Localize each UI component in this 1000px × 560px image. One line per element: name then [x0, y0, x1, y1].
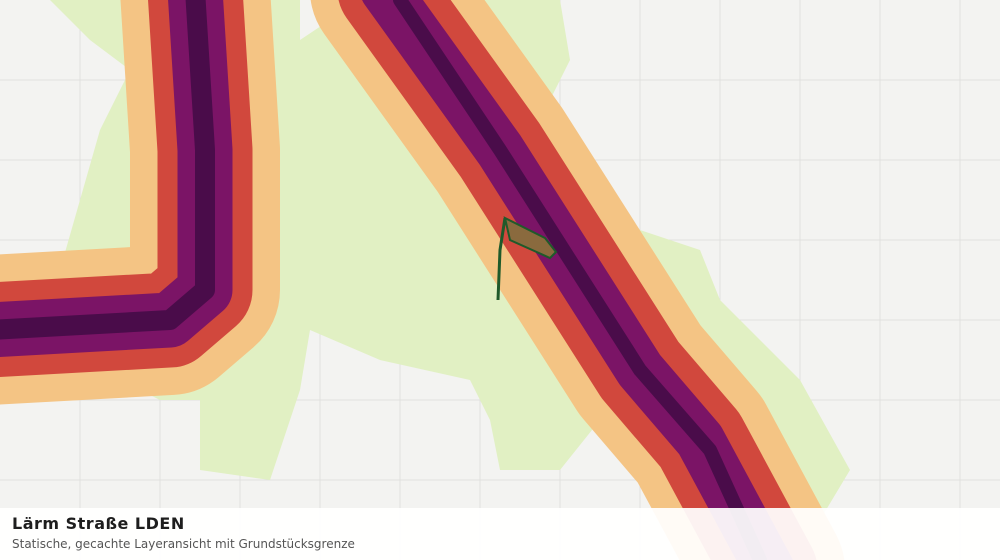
- parcel-boundary: [496, 216, 558, 301]
- layer-subtitle: Statische, gecachte Layeransicht mit Gru…: [12, 537, 355, 551]
- caption-bar: Lärm Straße LDEN Statische, gecachte Lay…: [0, 508, 1000, 560]
- noise-road-vertical: [0, 0, 280, 405]
- layer-title: Lärm Straße LDEN: [12, 514, 185, 533]
- noise-road-diagonal: [311, 0, 844, 560]
